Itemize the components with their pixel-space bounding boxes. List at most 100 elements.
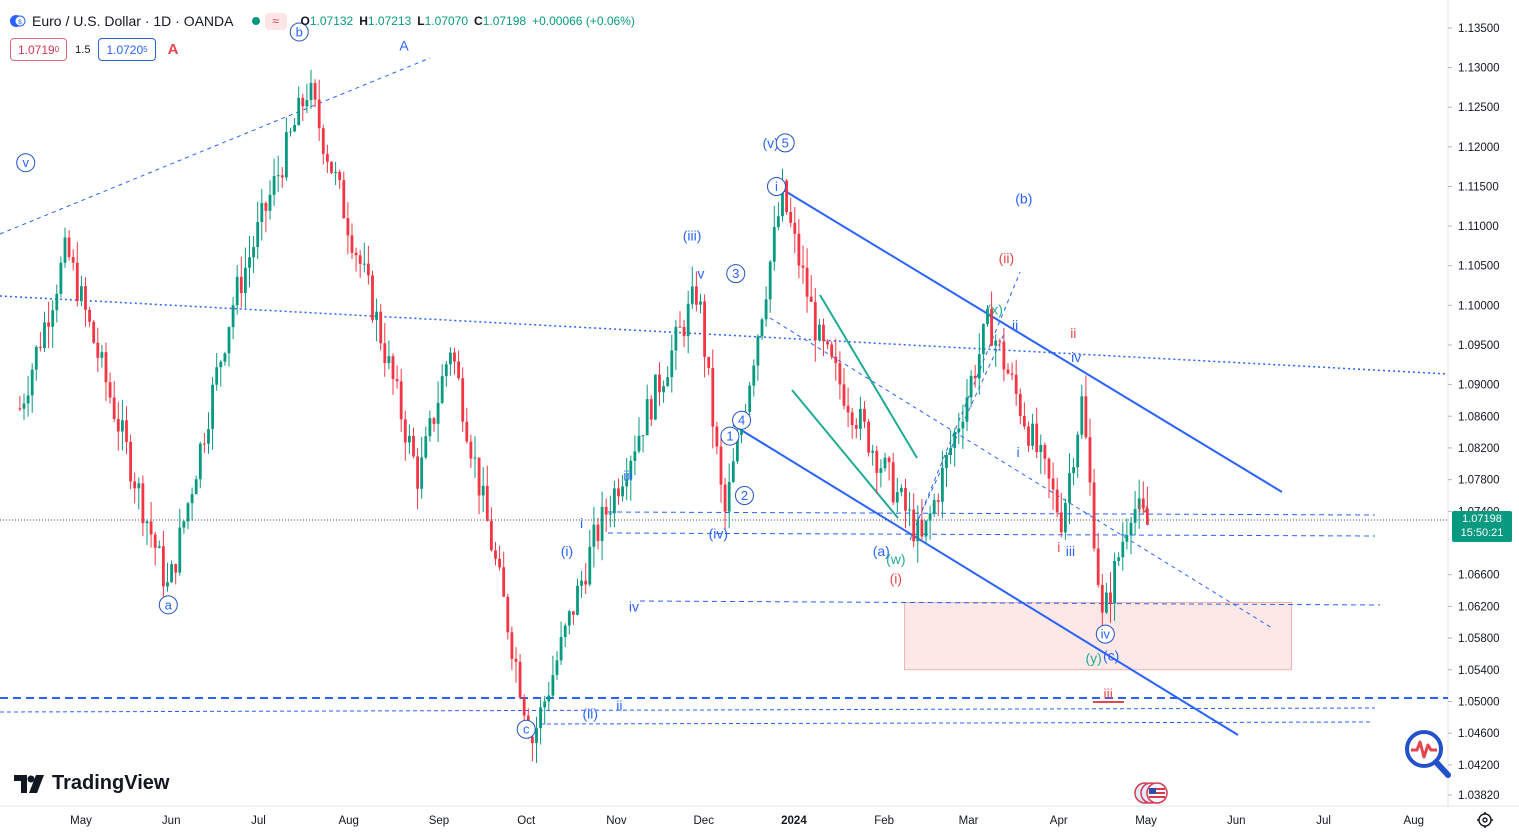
wave-label: a: [158, 595, 178, 615]
candle: [1063, 498, 1067, 540]
candle: [313, 79, 317, 108]
candle: [1039, 434, 1043, 474]
candle-body: [1076, 434, 1080, 468]
candle: [932, 493, 936, 517]
candle: [826, 339, 829, 350]
wave-label-text: ii: [1012, 317, 1018, 333]
alert-marker[interactable]: A: [167, 41, 179, 58]
candle-body: [604, 506, 608, 515]
candle-body: [424, 436, 428, 458]
candle-body: [1109, 592, 1112, 604]
candle: [1117, 552, 1121, 567]
candle-body: [805, 267, 809, 297]
candle-body: [1080, 396, 1084, 435]
price-tick-label: 1.11500: [1458, 181, 1499, 193]
candle-body: [420, 457, 424, 489]
candle: [166, 562, 169, 592]
candle: [284, 117, 288, 181]
candle-body: [350, 235, 354, 253]
data-badge[interactable]: ≈: [264, 12, 287, 30]
candle: [354, 247, 358, 272]
candle-body: [547, 695, 551, 702]
candle: [440, 364, 444, 405]
candle-body: [854, 425, 858, 429]
candle: [371, 270, 374, 323]
candle-body: [666, 377, 670, 387]
candle: [846, 387, 850, 428]
candle-body: [75, 262, 79, 302]
candle-body: [867, 421, 870, 453]
candle: [658, 362, 661, 406]
candle-body: [59, 262, 63, 294]
candle: [822, 318, 825, 356]
candle-body: [977, 354, 981, 379]
gear-icon[interactable]: [1476, 811, 1494, 829]
candle-body: [1055, 489, 1059, 513]
candle: [219, 359, 223, 387]
candle-body: [55, 293, 59, 311]
candle: [748, 381, 752, 416]
tradingview-wordmark: TradingView: [52, 772, 170, 794]
candle: [297, 86, 301, 126]
candle: [522, 694, 526, 723]
wave-label: c: [516, 719, 536, 739]
candle: [26, 375, 30, 417]
downtrend-channel-lower: [732, 424, 1239, 736]
wave-label: iii: [1104, 686, 1113, 702]
candle-body: [366, 263, 370, 276]
candle: [330, 161, 333, 175]
wave-label: 3: [726, 264, 746, 284]
wave-label: 5: [775, 133, 795, 153]
candle: [567, 609, 571, 635]
candle-body: [719, 446, 723, 485]
candle: [514, 647, 518, 683]
candle-body: [871, 450, 875, 453]
candle: [994, 334, 998, 367]
wave-label-text: i: [1016, 444, 1019, 460]
price-tick-label: 1.13000: [1458, 63, 1500, 75]
time-tick-label: Oct: [517, 815, 536, 827]
wave-label: iv: [629, 598, 639, 614]
candle: [137, 477, 141, 510]
candle: [637, 417, 641, 454]
candle: [699, 293, 702, 314]
sell-button[interactable]: 1.0719 0: [10, 38, 68, 61]
wave-label-text: v: [22, 155, 29, 170]
candle-body: [551, 674, 555, 696]
tradingview-logo[interactable]: TradingView: [14, 772, 169, 795]
economic-events-flag-icon[interactable]: [1134, 782, 1168, 804]
candle: [608, 495, 612, 528]
candle: [678, 311, 682, 328]
candle: [793, 207, 797, 254]
candle-body: [51, 310, 55, 327]
candle: [1096, 533, 1100, 588]
candle: [633, 435, 637, 475]
candle: [842, 368, 846, 410]
candle-body: [67, 237, 71, 258]
candle-body: [325, 153, 329, 162]
candle-body: [379, 311, 383, 344]
wave-label-circle: [734, 485, 754, 505]
candle-body: [231, 305, 235, 328]
candle: [875, 445, 879, 494]
price-tick-label: 1.12500: [1458, 102, 1500, 114]
candle-body: [965, 397, 969, 422]
candle: [1100, 574, 1104, 634]
candle: [789, 197, 793, 228]
candle: [949, 430, 952, 465]
candle: [858, 396, 862, 441]
symbol-title[interactable]: Euro / U.S. Dollar · 1D · OANDA: [32, 13, 234, 29]
horizontal-level-1: [607, 511, 1376, 516]
candle: [945, 452, 948, 487]
candle: [641, 434, 645, 453]
wave-label: i: [1057, 539, 1060, 555]
candle: [908, 491, 911, 526]
candle-body: [961, 421, 965, 429]
buy-button[interactable]: 1.0720 5: [98, 38, 156, 61]
candle-body: [1027, 426, 1030, 446]
candle: [879, 459, 883, 488]
candle: [84, 277, 87, 327]
candle: [289, 127, 292, 137]
